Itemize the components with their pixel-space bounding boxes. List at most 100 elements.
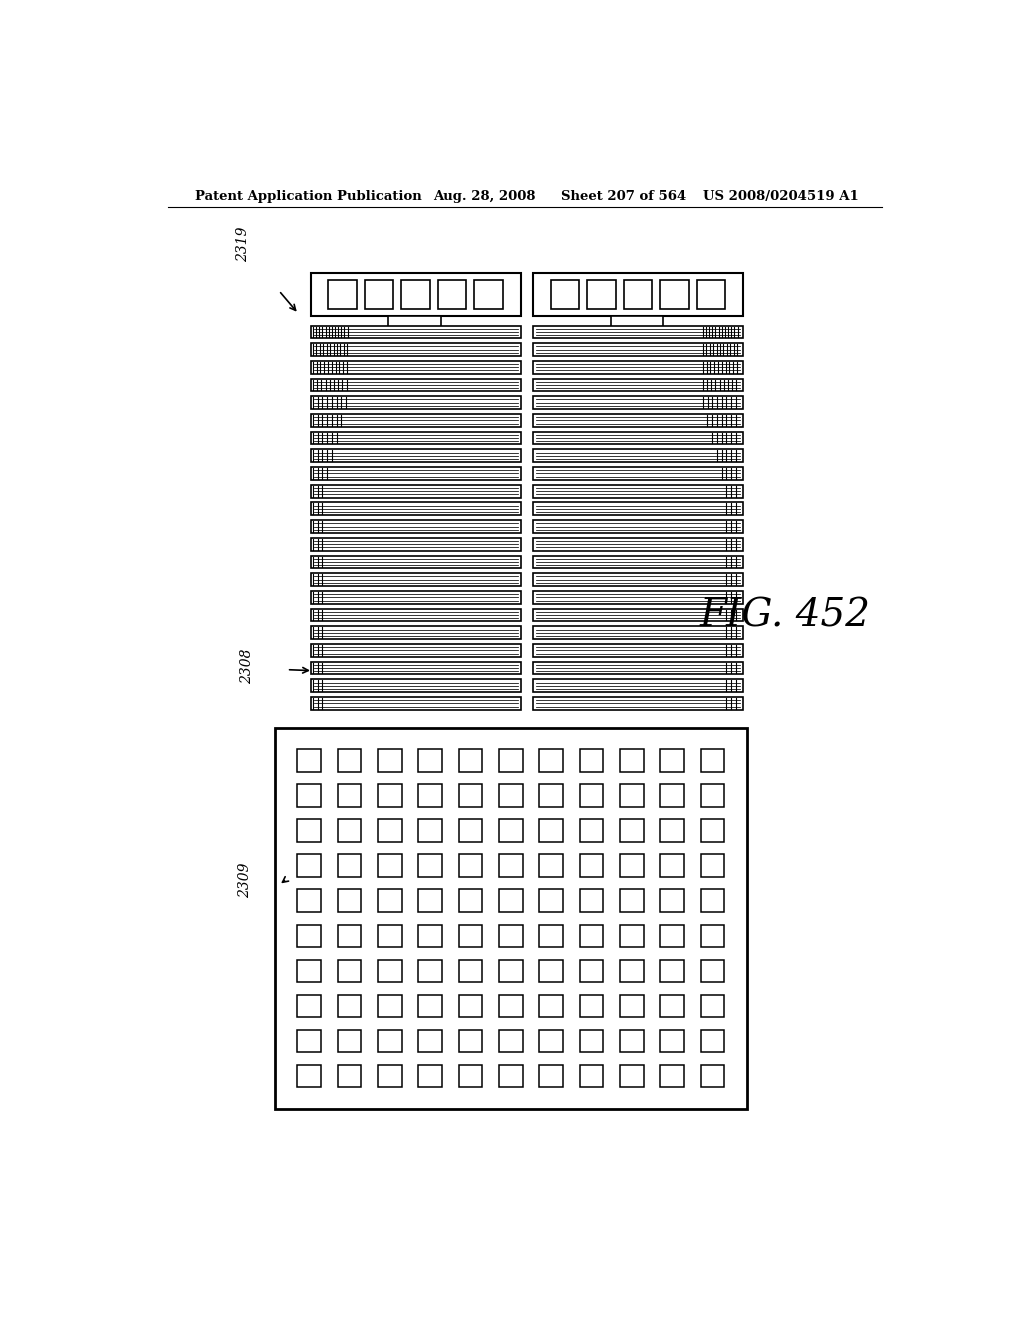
Bar (297, 1030, 322, 1052)
Bar (310, 573, 521, 586)
Bar (310, 396, 521, 409)
Bar (459, 784, 482, 807)
Bar (338, 1030, 361, 1052)
Bar (499, 750, 523, 772)
Text: FIG. 452: FIG. 452 (699, 597, 870, 635)
Bar (419, 960, 442, 982)
Text: 2308: 2308 (240, 649, 254, 684)
Bar (297, 784, 322, 807)
Bar (499, 890, 523, 912)
Bar (580, 1030, 603, 1052)
Bar (532, 680, 743, 692)
Bar (700, 995, 724, 1016)
Bar (532, 609, 743, 622)
Bar (660, 750, 684, 772)
Bar (310, 343, 521, 356)
Bar (459, 995, 482, 1016)
Bar (499, 995, 523, 1016)
Bar (587, 280, 615, 309)
Bar (580, 820, 603, 842)
Bar (310, 661, 521, 675)
Bar (378, 1065, 401, 1088)
Bar (532, 573, 743, 586)
Bar (297, 924, 322, 946)
Bar (532, 484, 743, 498)
Bar (338, 750, 361, 772)
Bar (620, 890, 644, 912)
Bar (338, 995, 361, 1016)
Bar (532, 644, 743, 657)
Bar (338, 924, 361, 946)
Bar (310, 360, 521, 374)
Bar (499, 784, 523, 807)
Bar (310, 467, 521, 480)
Text: US 2008/0204519 A1: US 2008/0204519 A1 (703, 190, 859, 202)
Bar (532, 503, 743, 515)
Bar (700, 854, 724, 876)
Bar (338, 784, 361, 807)
Bar (499, 820, 523, 842)
Bar (700, 820, 724, 842)
Bar (378, 1030, 401, 1052)
Bar (297, 1065, 322, 1088)
Bar (338, 854, 361, 876)
Bar (378, 820, 401, 842)
Bar (378, 784, 401, 807)
Bar (532, 343, 743, 356)
Bar (532, 360, 743, 374)
Bar (310, 680, 521, 692)
Bar (419, 890, 442, 912)
Bar (532, 537, 743, 550)
Bar (365, 280, 393, 309)
Bar (459, 890, 482, 912)
Text: 2319: 2319 (237, 227, 250, 263)
Bar (310, 697, 521, 710)
Bar (700, 750, 724, 772)
Bar (620, 924, 644, 946)
Bar (310, 627, 521, 639)
Bar (378, 750, 401, 772)
Bar (580, 995, 603, 1016)
Bar (700, 1030, 724, 1052)
Bar (620, 995, 644, 1016)
Bar (532, 661, 743, 675)
Text: Sheet 207 of 564: Sheet 207 of 564 (560, 190, 686, 202)
Bar (580, 750, 603, 772)
Bar (378, 960, 401, 982)
Bar (310, 591, 521, 603)
Bar (459, 750, 482, 772)
Bar (499, 924, 523, 946)
Bar (660, 1030, 684, 1052)
Bar (660, 960, 684, 982)
Bar (474, 280, 503, 309)
Bar (532, 396, 743, 409)
Bar (700, 960, 724, 982)
Bar (532, 520, 743, 533)
Bar (551, 280, 580, 309)
Text: Patent Application Publication: Patent Application Publication (196, 190, 422, 202)
Bar (459, 924, 482, 946)
Bar (700, 890, 724, 912)
Bar (580, 924, 603, 946)
Bar (620, 750, 644, 772)
Text: 2309: 2309 (239, 862, 253, 898)
Bar (620, 784, 644, 807)
Bar (419, 854, 442, 876)
Bar (532, 414, 743, 426)
Bar (532, 627, 743, 639)
Bar (459, 820, 482, 842)
Bar (580, 854, 603, 876)
Bar (499, 1065, 523, 1088)
Bar (438, 280, 467, 309)
Bar (310, 537, 521, 550)
Bar (580, 1065, 603, 1088)
Bar (532, 467, 743, 480)
Bar (660, 280, 689, 309)
Bar (580, 960, 603, 982)
Bar (499, 1030, 523, 1052)
Bar (297, 960, 322, 982)
Bar (274, 727, 748, 1109)
Bar (297, 820, 322, 842)
Bar (401, 280, 430, 309)
Bar (378, 924, 401, 946)
